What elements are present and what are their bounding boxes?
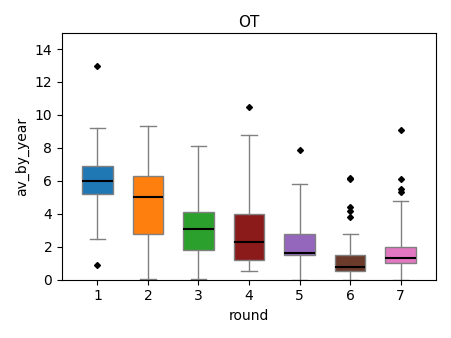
- PathPatch shape: [285, 234, 315, 255]
- PathPatch shape: [335, 255, 365, 271]
- PathPatch shape: [183, 212, 214, 250]
- PathPatch shape: [133, 176, 163, 234]
- PathPatch shape: [82, 166, 113, 194]
- X-axis label: round: round: [229, 309, 269, 323]
- Y-axis label: av_by_year: av_by_year: [15, 117, 29, 196]
- Title: OT: OT: [238, 15, 260, 30]
- PathPatch shape: [234, 214, 264, 260]
- PathPatch shape: [386, 247, 416, 263]
